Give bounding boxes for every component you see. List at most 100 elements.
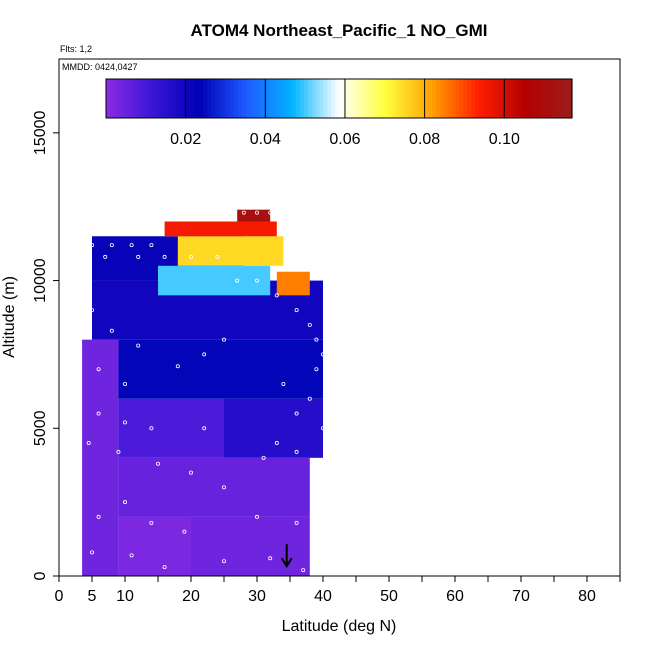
colorbar-segment [540, 79, 546, 118]
colorbar-segment [381, 79, 387, 118]
sample-point [261, 455, 266, 460]
colorbar-segment [373, 79, 379, 118]
y-tick-label: 5000 [32, 410, 49, 446]
sample-point [268, 556, 273, 561]
sample-point [155, 461, 160, 466]
sample-point [109, 243, 114, 248]
colorbar-segment [257, 79, 262, 118]
sample-point [221, 559, 226, 564]
x-tick-label: 80 [578, 588, 596, 605]
sample-point [103, 254, 108, 259]
sample-point [320, 352, 325, 357]
flights-label: Flts: 1,2 [60, 44, 92, 54]
colorbar-segment [253, 79, 259, 118]
colorbar-segment [311, 79, 317, 118]
colorbar-segment [498, 79, 503, 118]
colorbar-tick-label: 0.10 [489, 131, 520, 148]
colorbar-segment [307, 79, 313, 118]
dates-label: MMDD: 0424,0427 [62, 62, 138, 72]
sample-point [294, 308, 299, 313]
colorbar-segment [544, 79, 550, 118]
colorbar-segment [199, 79, 204, 118]
colorbar: 0.02 0.04 0.06 0.08 0.10 [105, 78, 573, 148]
plot-frame [58, 58, 621, 577]
sample-point [307, 396, 312, 401]
colorbar-segment [564, 79, 569, 118]
colorbar-segment [552, 79, 558, 118]
curtain-cell [118, 457, 310, 517]
sample-point [162, 565, 167, 570]
x-tick-label: 30 [248, 588, 266, 605]
colorbar-segment [505, 79, 511, 118]
colorbar-segment [568, 79, 573, 118]
colorbar-segment [160, 79, 165, 118]
sample-point [129, 553, 134, 558]
curtain-cell [164, 221, 277, 237]
colorbar-segment [238, 79, 243, 118]
colorbar-segment [296, 79, 301, 118]
x-tick-label: 10 [116, 588, 134, 605]
colorbar-segment [265, 79, 270, 118]
colorbar-segment [443, 79, 449, 118]
colorbar-segment [164, 79, 169, 118]
colorbar-segment [474, 79, 480, 118]
colorbar-tick-label: 0.04 [250, 131, 281, 148]
curtain-cell [118, 398, 224, 458]
x-tick-label: 20 [182, 588, 200, 605]
colorbar-segment [269, 79, 274, 118]
y-axis-label: Altitude (m) [1, 276, 18, 358]
colorbar-segment [490, 79, 495, 118]
colorbar-segment [420, 79, 426, 118]
colorbar-tick-label: 0.08 [409, 131, 440, 148]
colorbar-segment [137, 79, 142, 118]
curtain-cell [191, 516, 310, 576]
curtain-cell [177, 236, 284, 266]
colorbar-segment [436, 79, 441, 118]
sample-point [202, 426, 207, 431]
colorbar-segment [113, 79, 119, 118]
colorbar-segment [315, 79, 321, 118]
colorbar-segment [397, 79, 402, 118]
colorbar-segment [393, 79, 398, 118]
colorbar-segment [109, 79, 115, 118]
colorbar-segment [486, 79, 492, 118]
colorbar-segment [533, 79, 538, 118]
colorbar-segment [191, 79, 196, 118]
colorbar-segment [412, 79, 418, 118]
colorbar-segment [471, 79, 476, 118]
sample-points [86, 210, 325, 573]
colorbar-segment [408, 79, 414, 118]
colorbar-segment [494, 79, 499, 118]
colorbar-segment [428, 79, 433, 118]
colorbar-segment [144, 79, 150, 118]
sample-point [274, 293, 279, 298]
colorbar-segment [401, 79, 406, 118]
colorbar-segment [179, 79, 185, 118]
colorbar-segment [350, 79, 356, 118]
colorbar-segment [214, 79, 220, 118]
colorbar-segment [203, 79, 208, 118]
colorbar-segment [513, 79, 519, 118]
colorbar-segment [261, 79, 266, 118]
x-axis: 0 5 10 20 30 40 50 60 70 80 [55, 576, 621, 605]
colorbar-segment [284, 79, 290, 118]
sample-point [294, 449, 299, 454]
colorbar-tick-label: 0.02 [170, 131, 201, 148]
curtain-cell [118, 516, 191, 576]
colorbar-segment [537, 79, 542, 118]
arrow-head [280, 557, 293, 569]
colorbar-segment [548, 79, 554, 118]
colorbar-segment [521, 79, 526, 118]
colorbar-segment [117, 79, 123, 118]
colorbar-segment [168, 79, 173, 118]
colorbar-segment [416, 79, 422, 118]
colorbar-segment [300, 79, 305, 118]
colorbar-segment [140, 79, 146, 118]
colorbar-segment [509, 79, 515, 118]
colorbar-segment [335, 79, 340, 118]
colorbar-segment [249, 79, 255, 118]
sample-point [182, 529, 187, 534]
colorbar-segment [323, 79, 328, 118]
curtain-cell [118, 339, 324, 399]
arrow-marker [280, 544, 293, 569]
